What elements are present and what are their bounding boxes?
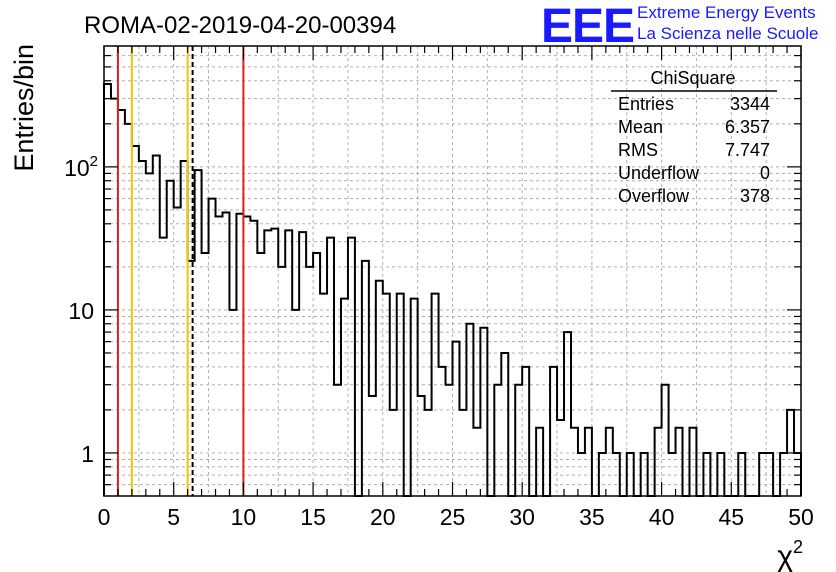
histogram-bar — [104, 84, 111, 496]
stats-row-label: Entries — [618, 94, 674, 114]
x-tick-label: 40 — [649, 504, 675, 530]
y-tick-label-superscript: 2 — [90, 153, 98, 170]
histogram-bars — [103, 82, 802, 497]
stats-row-label: Overflow — [618, 186, 690, 206]
histogram-bar — [473, 428, 480, 496]
histogram-bar — [236, 214, 243, 496]
x-tick-label: 50 — [788, 504, 814, 530]
histogram-bar — [376, 281, 383, 496]
x-tick-label: 45 — [719, 504, 745, 530]
histogram-bar — [418, 396, 425, 496]
logo-line1: Extreme Energy Events — [637, 3, 816, 22]
stats-row-value: 7.747 — [725, 140, 770, 160]
reference-lines — [116, 46, 245, 496]
histogram-bar — [550, 367, 557, 496]
x-tick-labels: 0 5 10 15 20 25 30 35 40 45 50 — [98, 504, 814, 530]
histogram-bar — [209, 199, 216, 496]
histogram-bar — [689, 428, 696, 496]
x-tick-label: 0 — [98, 504, 111, 530]
x-tick-label: 20 — [370, 504, 396, 530]
histogram-bar — [264, 230, 271, 496]
y-axis-label: Entries/bin — [9, 44, 39, 172]
histogram-bar — [334, 385, 341, 496]
histogram-bar — [195, 170, 202, 496]
histogram-bar — [564, 332, 571, 496]
histogram-bar — [676, 428, 683, 496]
histogram-bar — [571, 428, 578, 496]
logo-line2: La Scienza nelle Scuole — [637, 24, 818, 43]
histogram-bar — [453, 342, 460, 496]
histogram-bar — [271, 229, 278, 496]
histogram-bar — [146, 173, 153, 496]
x-tick-label: 30 — [509, 504, 535, 530]
histogram-bar — [181, 161, 188, 496]
x-tick-label: 15 — [300, 504, 326, 530]
axis-ticks — [103, 46, 802, 496]
histogram-bar — [439, 367, 446, 496]
histogram-bar — [606, 428, 613, 496]
x-tick-label: 5 — [167, 504, 180, 530]
histogram-bar — [285, 230, 292, 496]
histogram-bar — [243, 216, 250, 496]
y-tick-label: 1 — [81, 441, 94, 467]
histogram-bar — [662, 385, 669, 496]
histogram-bar — [153, 156, 160, 496]
y-tick-label: 10 — [68, 298, 94, 324]
stats-row-value: 6.357 — [725, 117, 770, 137]
stats-row-label: Mean — [618, 117, 663, 137]
grid-lines — [104, 46, 801, 496]
eee-logo: EEE Extreme Energy Events La Scienza nel… — [541, 0, 818, 53]
histogram-bar — [250, 221, 257, 496]
histogram-bar — [292, 310, 299, 496]
x-tick-label: 10 — [231, 504, 257, 530]
histogram-bar — [501, 353, 508, 496]
histogram-bar — [278, 267, 285, 496]
stats-row-label: RMS — [618, 140, 658, 160]
histogram-bar — [229, 310, 236, 496]
y-tick-label-base: 10 — [64, 155, 90, 181]
histogram-bar — [362, 261, 369, 496]
histogram-bar — [655, 428, 662, 496]
x-tick-label: 35 — [579, 504, 605, 530]
histogram-outline — [103, 82, 802, 497]
histogram-bar — [494, 385, 501, 496]
histogram-bar — [167, 181, 174, 496]
stats-row-value: 3344 — [730, 94, 770, 114]
histogram-bar — [216, 216, 223, 496]
y-tick-label: 102 — [64, 153, 98, 181]
histogram-bar — [299, 232, 306, 496]
x-axis-label-main: χ — [777, 540, 793, 572]
histogram-bar — [515, 385, 522, 496]
logo-text: EEE — [541, 0, 634, 53]
stats-row-label: Underflow — [618, 163, 700, 183]
histogram-bar — [585, 428, 592, 496]
x-axis-label: χ2 — [777, 537, 803, 572]
histogram-bar — [222, 212, 229, 496]
histogram-bar — [369, 396, 376, 496]
stats-row-value: 0 — [760, 163, 770, 183]
x-axis-label-superscript: 2 — [793, 537, 803, 557]
x-tick-label: 25 — [440, 504, 466, 530]
histogram-bar — [446, 385, 453, 496]
stats-box: ChiSquare Entries 3344 Mean 6.357 RMS 7.747 Un… — [611, 68, 777, 206]
histogram-bar — [306, 267, 313, 496]
histogram-bar — [536, 428, 543, 496]
stats-box-rows: Entries 3344 Mean 6.357 RMS 7.747 Underflow 0 Ov… — [618, 94, 770, 206]
histogram-bar — [522, 367, 529, 496]
histogram-bar — [118, 110, 125, 496]
histogram-bar — [139, 161, 146, 496]
histogram-bar — [111, 99, 118, 496]
run-title: ROMA-02-2019-04-20-00394 — [84, 12, 396, 39]
stats-box-title: ChiSquare — [650, 68, 735, 88]
stats-row-value: 378 — [740, 186, 770, 206]
